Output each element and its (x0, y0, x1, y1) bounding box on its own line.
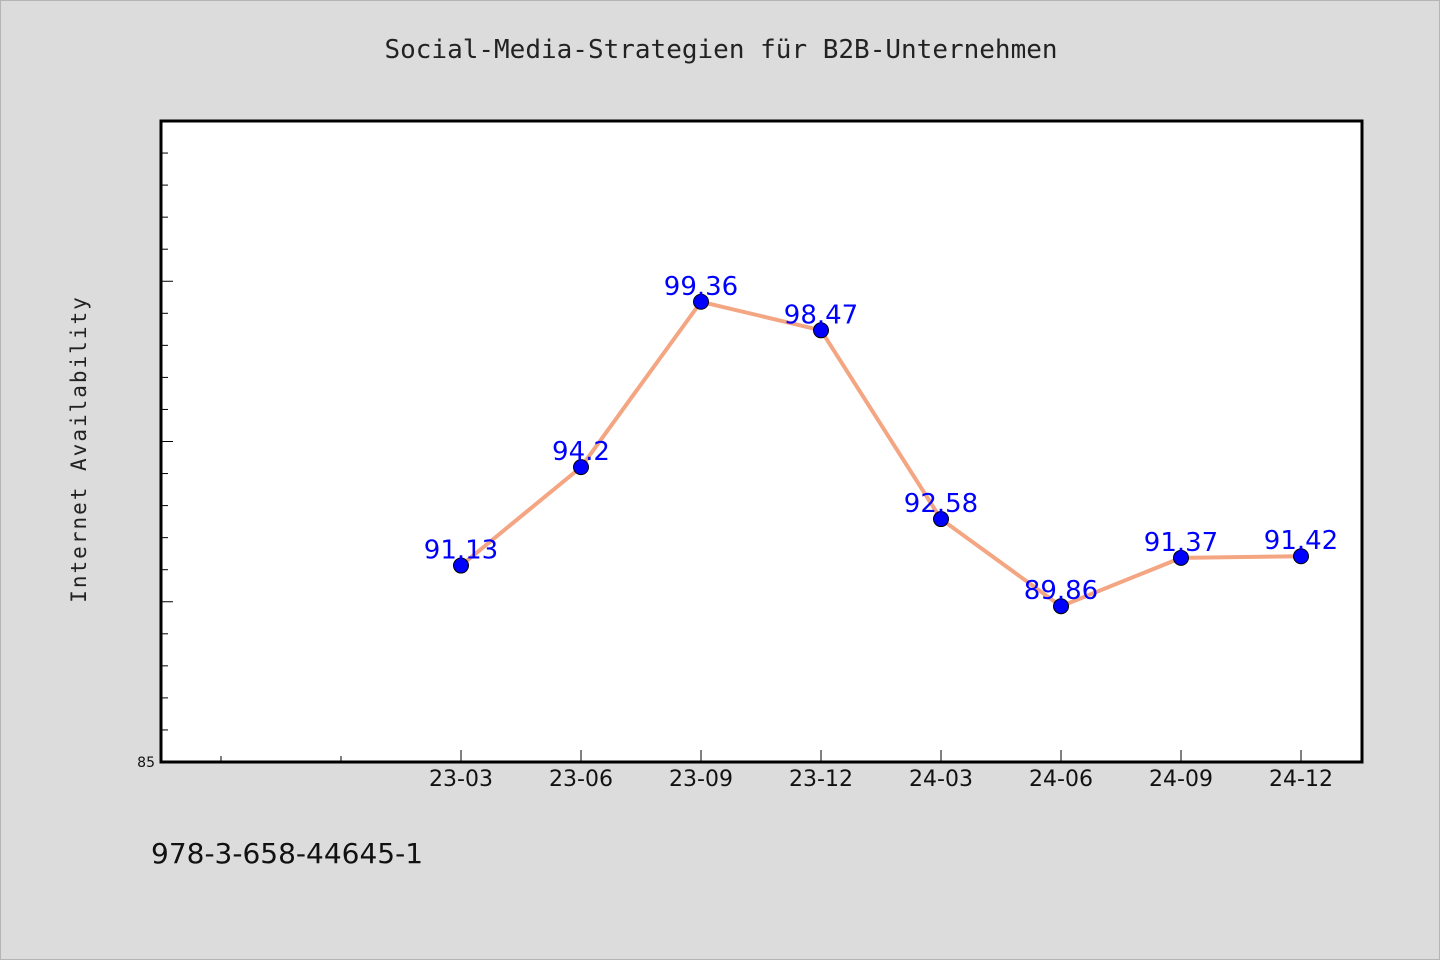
data-label: 91.13 (424, 536, 498, 566)
data-point (1173, 549, 1189, 566)
isbn-text: 978-3-658-44645-1 (151, 837, 424, 870)
data-label: 92.58 (904, 489, 978, 519)
data-point (453, 557, 469, 574)
x-tick-label: 23-09 (669, 767, 733, 792)
data-point (1053, 598, 1069, 615)
series-line (459, 299, 1303, 609)
series-line-layer (459, 299, 1303, 609)
x-tick-label: 24-06 (1029, 767, 1093, 792)
data-label: 99.36 (664, 272, 738, 302)
x-tick-label: 23-06 (549, 767, 613, 792)
plot-area (161, 121, 1362, 762)
series-points-layer (453, 293, 1309, 615)
data-point (573, 459, 589, 476)
x-tick-label: 23-03 (429, 767, 493, 792)
data-label: 91.42 (1264, 526, 1338, 556)
data-labels-layer: 91.13 94.2 99.36 98.47 92.58 89.86 91.37 91.42 (424, 272, 1338, 606)
data-label: 89.86 (1024, 576, 1098, 606)
data-label: 91.37 (1144, 528, 1218, 558)
data-point (693, 293, 709, 310)
chart-title: Social-Media-Strategien für B2B-Unterneh… (384, 35, 1058, 65)
data-point (933, 511, 949, 528)
data-label: 98.47 (784, 300, 858, 330)
plot-frame (159, 119, 1364, 764)
x-tick-label: 24-12 (1269, 767, 1333, 792)
x-tick-label: 23-12 (789, 767, 853, 792)
axis-tick-labels: 85 23-03 23-06 23-09 23-12 24-03 24-06 24-09 24-… (137, 755, 1333, 792)
x-tick-label: 24-09 (1149, 767, 1213, 792)
data-label: 94.2 (552, 437, 610, 467)
x-tick-label: 24-03 (909, 767, 973, 792)
y-tick-label: 85 (137, 755, 155, 771)
data-point (813, 322, 829, 339)
data-point (1293, 548, 1309, 565)
